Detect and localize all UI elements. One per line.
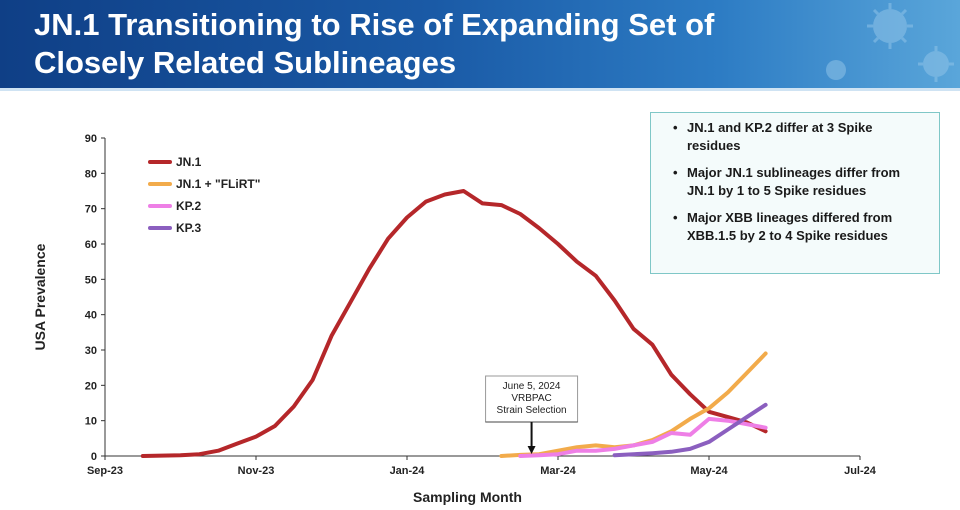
page-title: JN.1 Transitioning to Rise of Expanding … — [34, 6, 794, 82]
header-banner: JN.1 Transitioning to Rise of Expanding … — [0, 0, 960, 88]
y-tick-label: 40 — [85, 310, 97, 322]
x-tick-label: Mar-24 — [540, 465, 576, 477]
x-tick-label: May-24 — [690, 465, 728, 477]
x-tick-label: Nov-23 — [238, 465, 275, 477]
annotation-line-1: June 5, 2024 — [503, 381, 561, 392]
x-tick-label: Jul-24 — [844, 465, 877, 477]
header-divider — [0, 88, 960, 91]
notes-box: JN.1 and KP.2 differ at 3 Spike residues… — [650, 112, 940, 274]
note-item: Major XBB lineages differed from XBB.1.5… — [673, 209, 929, 245]
annotation-line-3: Strain Selection — [497, 405, 567, 416]
series-line — [612, 402, 768, 458]
x-tick-label: Jan-24 — [390, 465, 426, 477]
y-tick-label: 60 — [85, 239, 97, 251]
y-tick-label: 70 — [85, 204, 97, 216]
x-axis-label: Sampling Month — [413, 489, 522, 505]
y-tick-label: 30 — [85, 345, 97, 357]
annotation-arrow-head — [527, 446, 536, 454]
y-axis-label: USA Prevalence — [32, 243, 48, 350]
note-item: JN.1 and KP.2 differ at 3 Spike residues — [673, 119, 929, 155]
virus-decoration-icon — [826, 3, 954, 82]
y-tick-label: 10 — [85, 416, 97, 428]
series-line — [518, 416, 768, 458]
note-item: Major JN.1 sublineages differ from JN.1 … — [673, 164, 929, 200]
y-tick-label: 0 — [91, 451, 97, 463]
y-tick-label: 80 — [85, 168, 97, 180]
title-line-1: JN.1 Transitioning to Rise of Expanding … — [34, 7, 715, 42]
notes-list: JN.1 and KP.2 differ at 3 Spike residues… — [651, 113, 939, 245]
x-tick-label: Sep-23 — [87, 465, 123, 477]
y-tick-label: 50 — [85, 274, 97, 286]
legend-label: JN.1 — [176, 155, 202, 169]
legend-label: KP.2 — [176, 199, 201, 213]
title-line-2: Closely Related Sublineages — [34, 45, 457, 80]
series-line — [140, 189, 768, 458]
legend-label: JN.1 + "FLiRT" — [176, 177, 260, 191]
y-tick-label: 20 — [85, 380, 97, 392]
y-tick-label: 90 — [85, 133, 97, 145]
legend-label: KP.3 — [176, 221, 201, 235]
annotation-line-2: VRBPAC — [511, 393, 551, 404]
